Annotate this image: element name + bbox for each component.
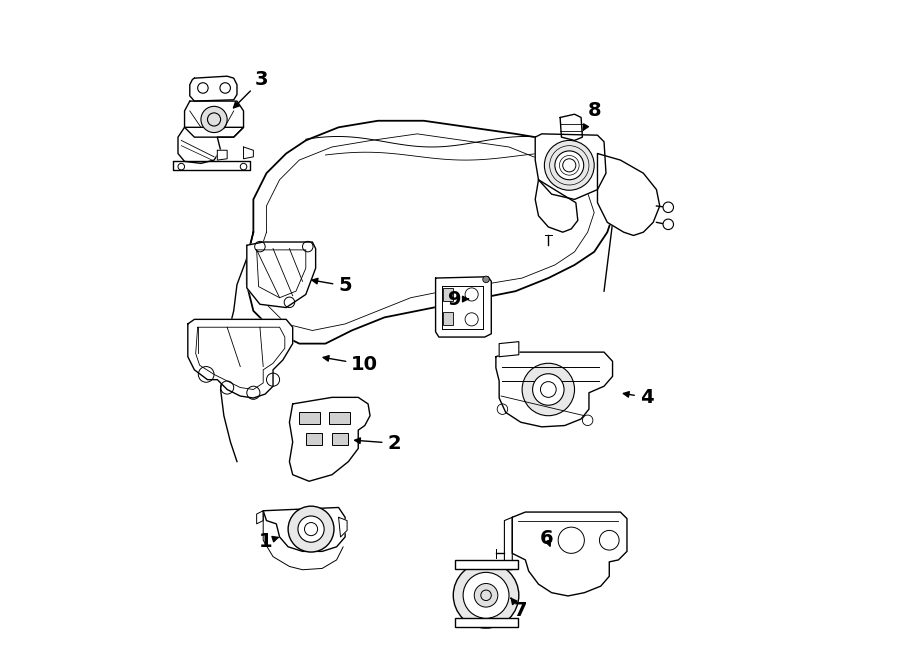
Text: 3: 3 bbox=[233, 70, 268, 108]
Text: 5: 5 bbox=[312, 276, 352, 295]
Polygon shape bbox=[217, 150, 227, 160]
Polygon shape bbox=[436, 277, 491, 337]
Bar bbox=[444, 312, 453, 325]
Circle shape bbox=[474, 584, 498, 607]
Circle shape bbox=[663, 202, 673, 213]
Text: 1: 1 bbox=[258, 532, 278, 551]
Polygon shape bbox=[178, 128, 244, 163]
Polygon shape bbox=[500, 342, 518, 357]
Bar bbox=[444, 288, 453, 301]
Text: 8: 8 bbox=[583, 101, 601, 130]
Circle shape bbox=[201, 106, 227, 133]
Circle shape bbox=[544, 140, 594, 190]
Polygon shape bbox=[173, 161, 250, 170]
Bar bbox=[454, 617, 518, 627]
Circle shape bbox=[533, 373, 564, 405]
Circle shape bbox=[454, 563, 518, 628]
Circle shape bbox=[298, 516, 324, 542]
Text: 7: 7 bbox=[511, 598, 527, 620]
Polygon shape bbox=[184, 101, 244, 137]
Text: 6: 6 bbox=[540, 529, 554, 548]
Polygon shape bbox=[256, 511, 263, 524]
Text: 9: 9 bbox=[448, 290, 468, 309]
Circle shape bbox=[482, 276, 490, 283]
Text: 10: 10 bbox=[323, 355, 378, 374]
Polygon shape bbox=[496, 352, 613, 427]
Polygon shape bbox=[504, 518, 512, 570]
Polygon shape bbox=[338, 518, 347, 537]
Bar bbox=[454, 560, 518, 569]
Circle shape bbox=[663, 219, 673, 229]
Polygon shape bbox=[190, 76, 237, 101]
Polygon shape bbox=[560, 114, 582, 140]
Bar bbox=[332, 434, 348, 446]
Text: 4: 4 bbox=[624, 388, 653, 407]
Polygon shape bbox=[598, 153, 660, 235]
Polygon shape bbox=[247, 242, 316, 307]
Bar bbox=[328, 412, 350, 424]
Circle shape bbox=[288, 506, 334, 552]
Polygon shape bbox=[195, 327, 284, 389]
Polygon shape bbox=[290, 397, 370, 481]
Polygon shape bbox=[247, 121, 614, 344]
Polygon shape bbox=[536, 134, 606, 200]
Bar bbox=[299, 412, 320, 424]
Circle shape bbox=[522, 364, 574, 416]
Circle shape bbox=[555, 151, 584, 180]
Polygon shape bbox=[536, 180, 578, 232]
Polygon shape bbox=[188, 319, 292, 398]
Bar bbox=[306, 434, 322, 446]
Polygon shape bbox=[263, 508, 345, 551]
Polygon shape bbox=[512, 512, 627, 596]
Circle shape bbox=[464, 572, 509, 618]
Polygon shape bbox=[244, 147, 254, 159]
Text: 2: 2 bbox=[355, 434, 401, 453]
